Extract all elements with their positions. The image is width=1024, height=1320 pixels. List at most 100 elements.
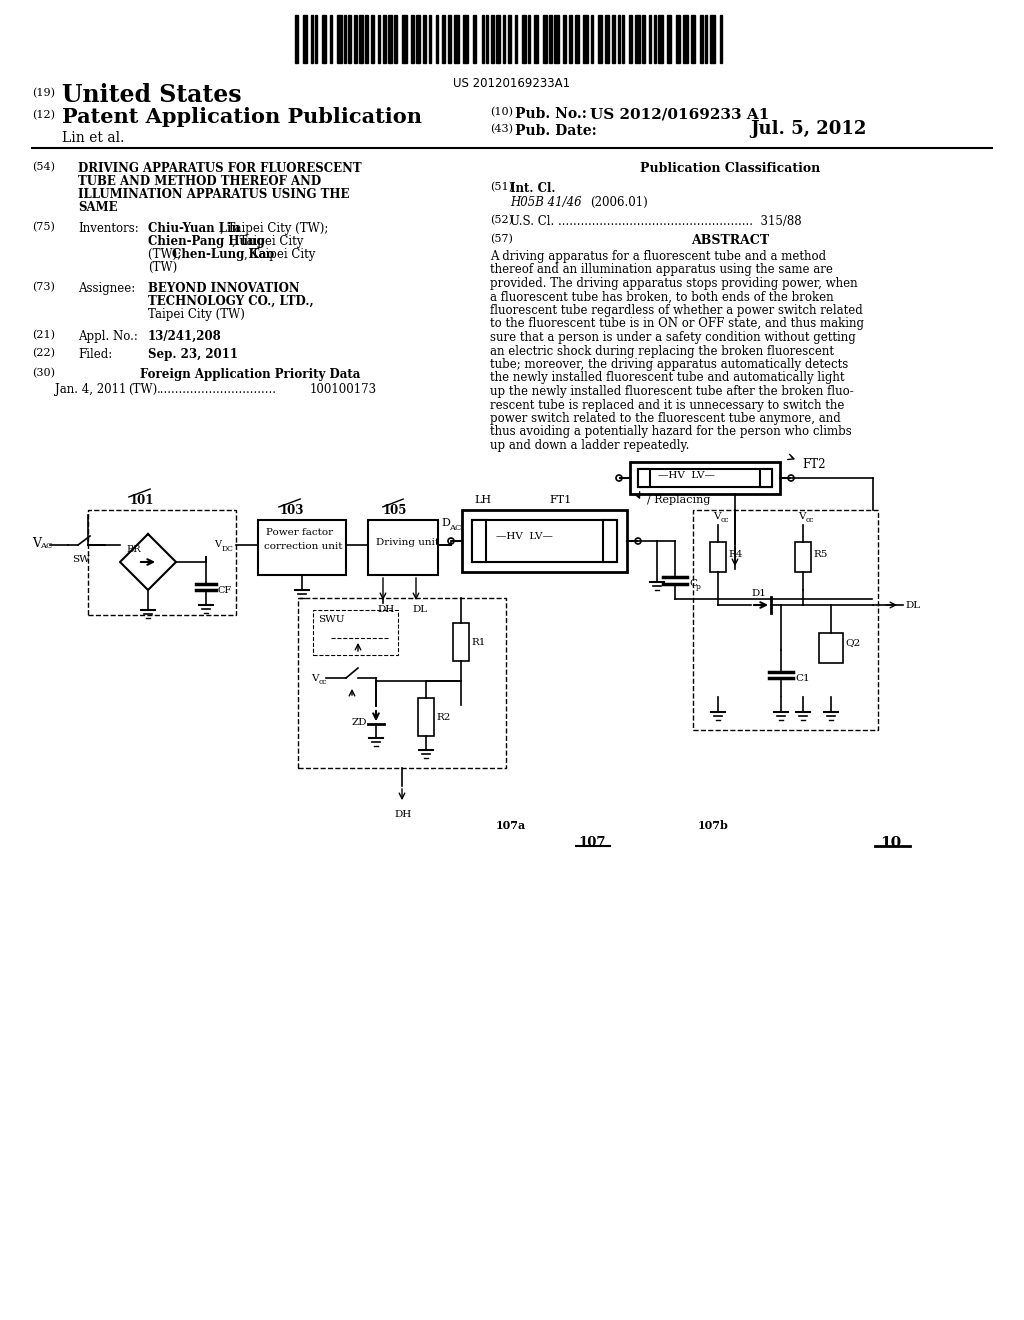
Text: ZD: ZD xyxy=(352,718,368,727)
Text: Lin et al.: Lin et al. xyxy=(62,131,124,145)
Text: (21): (21) xyxy=(32,330,55,341)
Text: D1: D1 xyxy=(752,589,766,598)
Text: 107b: 107b xyxy=(698,820,729,832)
Bar xyxy=(454,15,459,63)
Text: Foreign Application Priority Data: Foreign Application Priority Data xyxy=(140,368,360,381)
Text: Pub. No.:: Pub. No.: xyxy=(515,107,587,121)
Text: —HV  LV—: —HV LV— xyxy=(658,471,715,480)
Text: an electric shock during replacing the broken fluorescent: an electric shock during replacing the b… xyxy=(490,345,834,358)
Bar xyxy=(693,510,878,730)
Text: (54): (54) xyxy=(32,162,55,173)
Bar xyxy=(623,15,625,63)
Text: a fluorescent tube has broken, to both ends of the broken: a fluorescent tube has broken, to both e… xyxy=(490,290,834,304)
Bar xyxy=(554,15,559,63)
Text: (73): (73) xyxy=(32,282,55,292)
Text: —HV  LV—: —HV LV— xyxy=(496,532,553,541)
Text: the newly installed fluorescent tube and automatically light: the newly installed fluorescent tube and… xyxy=(490,371,845,384)
Bar xyxy=(691,15,695,63)
Bar xyxy=(418,698,434,737)
Bar xyxy=(481,15,483,63)
Text: R1: R1 xyxy=(471,638,485,647)
Text: US 20120169233A1: US 20120169233A1 xyxy=(454,77,570,90)
Text: (22): (22) xyxy=(32,348,55,358)
Text: Chien-Pang Hung: Chien-Pang Hung xyxy=(148,235,265,248)
Bar xyxy=(583,15,588,63)
Bar xyxy=(612,15,615,63)
Text: / Replacing: / Replacing xyxy=(647,495,711,506)
Text: H05B 41/46: H05B 41/46 xyxy=(510,195,582,209)
Bar xyxy=(563,15,566,63)
Bar xyxy=(310,15,312,63)
Bar xyxy=(603,520,617,562)
Bar xyxy=(591,15,594,63)
Text: 13/241,208: 13/241,208 xyxy=(148,330,222,343)
Text: SWU: SWU xyxy=(318,615,344,624)
Text: A driving apparatus for a fluorescent tube and a method: A driving apparatus for a fluorescent tu… xyxy=(490,249,826,263)
Bar xyxy=(472,520,486,562)
Text: C: C xyxy=(689,579,697,587)
Text: 100100173: 100100173 xyxy=(310,383,377,396)
Text: fluorescent tube regardless of whether a power switch related: fluorescent tube regardless of whether a… xyxy=(490,304,863,317)
Bar xyxy=(453,623,469,661)
Bar xyxy=(535,15,539,63)
Text: D: D xyxy=(441,517,450,528)
Text: up the newly installed fluorescent tube after the broken fluo-: up the newly installed fluorescent tube … xyxy=(490,385,854,399)
Text: V: V xyxy=(214,540,221,549)
Text: thus avoiding a potentially hazard for the person who climbs: thus avoiding a potentially hazard for t… xyxy=(490,425,852,438)
Bar xyxy=(295,15,298,63)
Bar xyxy=(258,520,346,576)
Bar xyxy=(676,15,680,63)
Text: Pub. Date:: Pub. Date: xyxy=(515,124,597,139)
Text: Taipei City (TW): Taipei City (TW) xyxy=(148,308,245,321)
Text: 105: 105 xyxy=(383,504,408,517)
Text: , Taipei City: , Taipei City xyxy=(244,248,315,261)
Text: (75): (75) xyxy=(32,222,55,232)
Bar xyxy=(436,15,438,63)
Text: FT2: FT2 xyxy=(802,458,825,471)
Text: DL: DL xyxy=(412,605,427,614)
Bar xyxy=(383,15,386,63)
Bar xyxy=(819,634,843,663)
Text: (52): (52) xyxy=(490,215,513,226)
Bar xyxy=(503,15,505,63)
Text: thereof and an illumination apparatus using the same are: thereof and an illumination apparatus us… xyxy=(490,264,833,276)
Bar xyxy=(429,15,431,63)
Bar xyxy=(348,15,351,63)
Text: DC: DC xyxy=(222,545,233,553)
Text: BEYOND INNOVATION: BEYOND INNOVATION xyxy=(148,282,300,294)
Text: Q2: Q2 xyxy=(845,638,860,647)
Text: Publication Classification: Publication Classification xyxy=(640,162,820,176)
Bar xyxy=(88,510,236,615)
Bar xyxy=(449,15,452,63)
Text: Inventors:: Inventors: xyxy=(78,222,138,235)
Bar xyxy=(657,15,663,63)
Bar xyxy=(605,15,609,63)
Text: V: V xyxy=(311,675,318,682)
Text: TUBE AND METHOD THEREOF AND: TUBE AND METHOD THEREOF AND xyxy=(78,176,322,187)
Text: BR: BR xyxy=(126,545,140,554)
Text: (57): (57) xyxy=(490,234,513,244)
Text: C1: C1 xyxy=(795,675,810,682)
Text: (43): (43) xyxy=(490,124,513,135)
Bar xyxy=(598,15,602,63)
Text: (19): (19) xyxy=(32,88,55,98)
Bar xyxy=(638,469,772,487)
Text: ................................: ................................ xyxy=(157,383,278,396)
Text: up and down a ladder repeatedly.: up and down a ladder repeatedly. xyxy=(490,440,689,451)
Bar xyxy=(649,15,651,63)
Bar xyxy=(760,469,772,487)
Text: 10: 10 xyxy=(880,836,901,850)
Text: tube; moreover, the driving apparatus automatically detects: tube; moreover, the driving apparatus au… xyxy=(490,358,848,371)
Text: Int. Cl.: Int. Cl. xyxy=(510,182,555,195)
Bar xyxy=(388,15,392,63)
Bar xyxy=(314,15,316,63)
Bar xyxy=(303,15,307,63)
Text: cc: cc xyxy=(319,678,328,686)
Text: R4: R4 xyxy=(728,550,742,558)
Text: SW: SW xyxy=(72,554,90,564)
Bar xyxy=(543,15,547,63)
Text: (TW): (TW) xyxy=(148,261,177,275)
Text: Appl. No.:: Appl. No.: xyxy=(78,330,138,343)
Text: correction unit: correction unit xyxy=(264,543,342,550)
Bar xyxy=(629,15,632,63)
